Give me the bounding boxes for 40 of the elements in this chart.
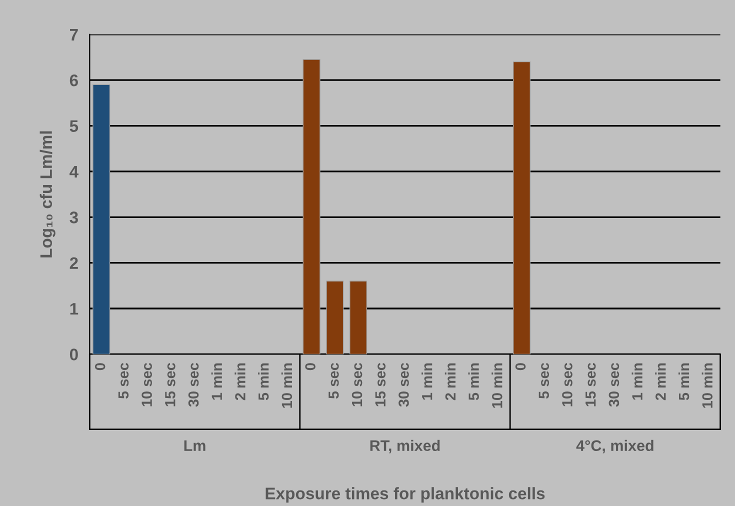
x-tick-label: 10 min <box>281 363 292 408</box>
x-tick-label: 15 sec <box>375 362 386 406</box>
x-tick-label: 2 min <box>234 363 246 400</box>
x-tick-label: 5 sec <box>538 362 550 399</box>
x-tick-label: 1 min <box>422 363 432 400</box>
y-tick-label: 7 <box>70 28 78 40</box>
text: 4°C, mixed <box>576 440 654 454</box>
x-tick-label: 10 sec <box>562 362 572 406</box>
x-tick-label: 5 sec <box>328 362 339 399</box>
text: Lm <box>184 440 206 451</box>
x-tick-label: 0 <box>305 363 316 370</box>
y-tick-label: 2 <box>70 257 78 269</box>
x-tick-label: 30 sec <box>398 362 409 407</box>
x-tick-label: 5 min <box>678 363 690 400</box>
y-axis-title: Log₁₀ cfu Lm/ml <box>40 131 56 258</box>
x-tick-label: 10 sec <box>352 362 362 406</box>
x-tick-label: 15 sec <box>165 362 176 406</box>
x-tick-label: 0 <box>515 363 526 370</box>
x-tick-label: 1 min <box>632 363 642 400</box>
x-tick-label: 15 sec <box>586 362 596 406</box>
y-tick-label: 6 <box>70 74 78 86</box>
x-tick-label: 2 min <box>655 363 666 400</box>
x-tick-label: 5 min <box>468 363 479 400</box>
x-axis-title: Exposure times for planktonic cells <box>266 487 545 503</box>
x-tick-label: 2 min <box>444 363 456 400</box>
x-tick-label: 10 min <box>702 363 713 408</box>
y-tick-label: 4 <box>70 166 78 178</box>
y-tick-label: 0 <box>70 348 78 360</box>
x-tick-label: 10 min <box>492 363 502 408</box>
x-tick-label: 0 <box>94 363 106 370</box>
x-tick-label: 30 sec <box>188 362 199 407</box>
y-tick-label: 5 <box>70 120 78 132</box>
x-tick-label: 5 sec <box>118 362 129 399</box>
x-tick-label: 5 min <box>258 363 269 400</box>
text: RT, mixed <box>370 440 440 454</box>
y-tick-label: 1 <box>70 303 78 315</box>
y-tick-label: 3 <box>70 212 78 224</box>
x-tick-label: 30 sec <box>608 362 620 407</box>
x-tick-label: 10 sec <box>142 362 152 406</box>
x-tick-label: 1 min <box>211 363 222 400</box>
